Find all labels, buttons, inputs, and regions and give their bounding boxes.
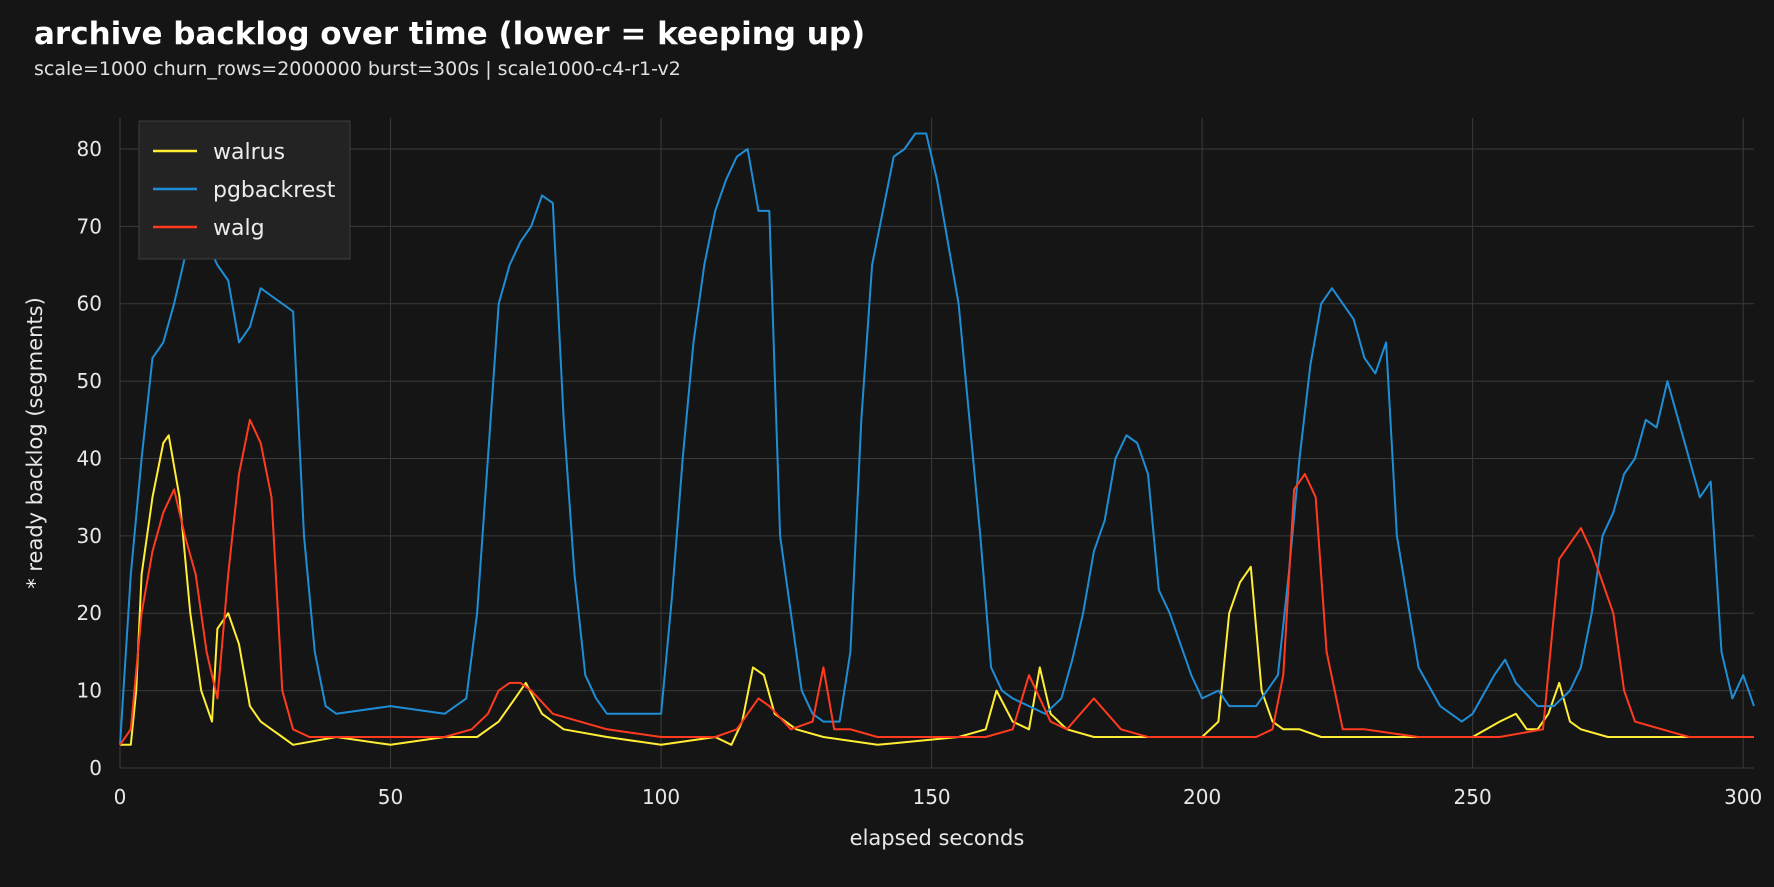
y-tick-label: 50	[77, 369, 102, 393]
chart-subtitle: scale=1000 churn_rows=2000000 burst=300s…	[34, 58, 681, 80]
y-tick-label: 20	[77, 601, 102, 625]
y-tick-label: 70	[77, 214, 102, 238]
x-tick-label: 0	[114, 785, 127, 809]
x-tick-label: 100	[642, 785, 680, 809]
series-layer	[119, 132, 1755, 746]
legend-label-pgbackrest: pgbackrest	[213, 178, 336, 203]
legend-label-walg: walg	[213, 216, 265, 241]
y-tick-label: 80	[77, 137, 102, 161]
series-line-walg	[119, 418, 1754, 746]
legend: walrus pgbackrest walg	[138, 120, 351, 260]
y-tick-label: 30	[77, 524, 102, 548]
y-tick-label: 40	[77, 446, 102, 470]
series-line-pgbackrest	[119, 132, 1755, 745]
y-axis-label: * ready backlog (segments)	[23, 297, 47, 589]
x-tick-label: 250	[1454, 785, 1492, 809]
chart-title: archive backlog over time (lower = keepi…	[34, 16, 866, 52]
x-tick-label: 50	[378, 785, 403, 809]
y-tick-label: 10	[77, 679, 102, 703]
grid-lines	[119, 118, 1754, 769]
x-tick-label: 150	[912, 785, 950, 809]
series-line-walrus	[120, 434, 1754, 746]
legend-label-walrus: walrus	[213, 140, 285, 165]
x-axis-label: elapsed seconds	[850, 826, 1025, 850]
y-tick-label: 0	[89, 756, 102, 780]
x-tick-labels: 0 50 100 150 200 250 300	[114, 785, 1763, 809]
y-tick-label: 60	[77, 292, 102, 316]
x-tick-label: 300	[1724, 785, 1762, 809]
x-tick-label: 200	[1183, 785, 1221, 809]
y-tick-labels: 0 10 20 30 40 50 60 70 80	[77, 137, 102, 780]
